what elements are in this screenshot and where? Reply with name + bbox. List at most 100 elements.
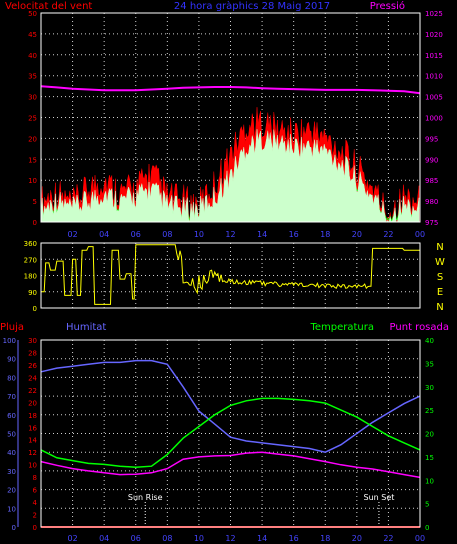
temperature-tick-label: 10	[425, 477, 434, 485]
rain-tick-label: 26	[28, 362, 37, 370]
temperature-line	[40, 397, 421, 468]
x-tick-label: 02	[67, 534, 77, 543]
x-tick-label: 16	[289, 230, 299, 239]
right-tick-label: 985	[425, 177, 438, 185]
x-tick-label: 00	[415, 534, 425, 543]
left-tick-label: 50	[28, 10, 37, 18]
rain-tick-label: 22	[28, 387, 37, 395]
left-tick-label: 40	[28, 52, 37, 60]
rain-tick-label: 16	[28, 424, 37, 432]
humidity-header: Humitat	[66, 322, 106, 333]
x-tick-label: 12	[225, 230, 235, 239]
x-tick-label: 22	[383, 534, 393, 543]
temperature-tick-label: 40	[425, 337, 434, 345]
rain-tick-label: 20	[28, 399, 37, 407]
temperature-tick-label: 35	[425, 360, 434, 368]
x-tick-label: 18	[320, 534, 330, 543]
x-tick-label: 14	[257, 534, 267, 543]
right-tick-label: 1010	[425, 73, 443, 81]
rain-tick-label: 14	[28, 437, 37, 445]
x-tick-label: 20	[352, 230, 362, 239]
x-tick-label: 14	[257, 230, 267, 239]
wind-direction-line	[41, 244, 420, 305]
direction-tick-label: 270	[24, 256, 37, 264]
dew-point-line	[40, 451, 421, 479]
right-tick-label: 980	[425, 198, 438, 206]
temperature-tick-label: 0	[425, 524, 429, 532]
temperature-tick-label: 5	[425, 501, 429, 509]
wind-speed-header: Velocitat del vent	[5, 1, 92, 12]
x-tick-label: 10	[194, 230, 204, 239]
x-tick-label: 18	[320, 230, 330, 239]
rain-tick-label: 8	[33, 474, 37, 482]
rain-tick-label: 12	[28, 449, 37, 457]
x-tick-label: 06	[131, 230, 141, 239]
humidity-tick-label: 70	[7, 393, 16, 401]
humidity-tick-label: 90	[7, 356, 16, 364]
compass-label: N	[436, 302, 443, 313]
temperature-tick-label: 15	[425, 454, 434, 462]
humidity-tick-label: 0	[12, 524, 16, 532]
temperature-tick-label: 20	[425, 431, 434, 439]
direction-tick-label: 180	[24, 273, 37, 281]
x-tick-label: 08	[162, 534, 172, 543]
rain-tick-label: 30	[28, 337, 37, 345]
rain-tick-label: 0	[33, 524, 37, 532]
pressure-line	[40, 85, 421, 95]
humidity-tick-label: 80	[7, 374, 16, 382]
x-tick-label: 08	[162, 230, 172, 239]
left-tick-label: 10	[28, 177, 37, 185]
sun-marker-label: Sun Set	[363, 493, 394, 502]
compass-label: S	[437, 272, 443, 283]
x-tick-label: 22	[383, 230, 393, 239]
compass-label: E	[437, 287, 443, 298]
sun-marker-label: Sun Rise	[128, 493, 163, 502]
right-tick-label: 990	[425, 156, 438, 164]
humidity-line	[40, 359, 421, 453]
direction-tick-label: 0	[33, 305, 37, 313]
left-tick-label: 25	[28, 115, 37, 123]
direction-tick-label: 360	[24, 240, 37, 248]
rain-tick-label: 18	[28, 412, 37, 420]
left-tick-label: 20	[28, 135, 37, 143]
panel-frame	[40, 339, 421, 528]
right-tick-label: 1020	[425, 31, 443, 39]
rain-header: Pluja	[0, 322, 24, 333]
x-tick-label: 10	[194, 534, 204, 543]
left-tick-label: 5	[33, 198, 37, 206]
humidity-tick-label: 40	[7, 449, 16, 457]
rain-tick-label: 4	[33, 499, 38, 507]
right-tick-label: 995	[425, 135, 438, 143]
left-tick-label: 15	[28, 156, 37, 164]
rain-tick-label: 2	[33, 512, 37, 520]
direction-tick-label: 90	[28, 289, 37, 297]
right-tick-label: 1000	[425, 115, 443, 123]
x-tick-label: 00	[415, 230, 425, 239]
left-tick-label: 45	[28, 31, 37, 39]
x-tick-label: 02	[67, 230, 77, 239]
left-tick-label: 0	[33, 219, 37, 227]
temp-humidity-panel: 0102030405060708090100024681012141618202…	[3, 337, 434, 543]
rain-tick-label: 10	[28, 462, 37, 470]
x-tick-label: 12	[225, 534, 235, 543]
rain-tick-label: 28	[28, 349, 37, 357]
temperature-tick-label: 30	[425, 384, 434, 392]
humidity-tick-label: 50	[7, 431, 16, 439]
humidity-tick-label: 30	[7, 468, 16, 476]
humidity-tick-label: 60	[7, 412, 16, 420]
humidity-tick-label: 10	[7, 505, 16, 513]
x-tick-label: 20	[352, 534, 362, 543]
chart-title: 24 hora gràphics 28 Maig 2017	[174, 0, 330, 12]
right-tick-label: 1025	[425, 10, 443, 18]
humidity-tick-label: 100	[3, 337, 16, 345]
humidity-tick-label: 20	[7, 487, 16, 495]
wind-speed-area	[40, 129, 420, 223]
temperature-header: Temperatura	[309, 322, 374, 333]
x-tick-label: 04	[99, 230, 109, 239]
right-tick-label: 1005	[425, 94, 443, 102]
compass-label: W	[435, 257, 445, 268]
compass-label: N	[436, 242, 443, 253]
rain-tick-label: 24	[28, 374, 37, 382]
